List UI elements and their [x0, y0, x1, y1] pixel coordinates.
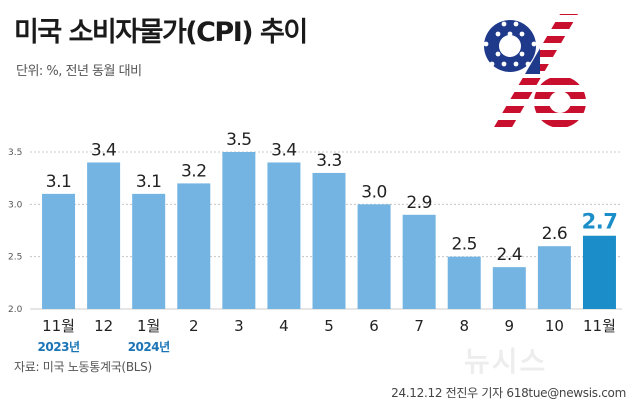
category-label: 4	[279, 317, 289, 335]
bar	[177, 183, 211, 309]
value-label: 3.1	[46, 172, 72, 192]
bar	[492, 267, 526, 309]
y-tick-label: 2.5	[8, 253, 22, 263]
y-tick-label: 2.0	[8, 305, 23, 315]
bar	[312, 172, 346, 309]
value-label: 3.0	[361, 182, 387, 202]
value-label: 3.4	[91, 140, 117, 160]
year-label: 2023년	[38, 340, 80, 354]
value-label: 2.6	[542, 224, 568, 244]
value-label: 2.4	[497, 245, 523, 265]
bar	[402, 214, 436, 309]
bar	[132, 193, 166, 309]
category-label: 2	[189, 317, 199, 335]
credit-label: 24.12.12 전진우 기자 618tue@newsis.com	[391, 386, 626, 400]
category-label: 11월	[42, 317, 75, 335]
value-label: 3.2	[181, 161, 207, 181]
bar	[537, 246, 571, 309]
category-label: 11월	[583, 317, 616, 335]
chart-title: 미국 소비자물가(CPI) 추이	[14, 17, 308, 48]
category-label: 3	[234, 317, 244, 335]
y-tick-label: 3.5	[8, 148, 22, 158]
y-tick-label: 3.0	[8, 200, 23, 210]
bar	[447, 256, 481, 309]
category-label: 9	[505, 317, 515, 335]
value-label: 2.7	[582, 210, 618, 234]
category-label: 10	[545, 317, 564, 335]
category-label: 12	[94, 317, 113, 335]
bar	[222, 152, 256, 309]
category-label: 8	[459, 317, 469, 335]
bar	[87, 162, 121, 309]
value-label: 3.3	[316, 151, 342, 171]
category-label: 6	[369, 317, 379, 335]
source-label: 자료: 미국 노동통계국(BLS)	[14, 360, 152, 374]
category-label: 7	[414, 317, 424, 335]
bar	[357, 204, 391, 309]
unit-label: 단위: %, 전년 동월 대비	[16, 64, 142, 79]
category-label: 5	[324, 317, 334, 335]
value-label: 2.9	[406, 193, 432, 213]
bar	[582, 235, 616, 309]
us-flag-percent-icon	[474, 8, 594, 138]
year-label: 2024년	[128, 340, 170, 354]
value-label: 3.1	[136, 172, 162, 192]
value-label: 3.4	[271, 140, 297, 160]
bar	[42, 193, 76, 309]
bar	[267, 162, 301, 309]
category-label: 1월	[137, 317, 160, 335]
value-label: 3.5	[226, 130, 252, 150]
value-label: 2.5	[451, 235, 477, 255]
newsis-watermark: 뉴시스	[464, 345, 548, 378]
